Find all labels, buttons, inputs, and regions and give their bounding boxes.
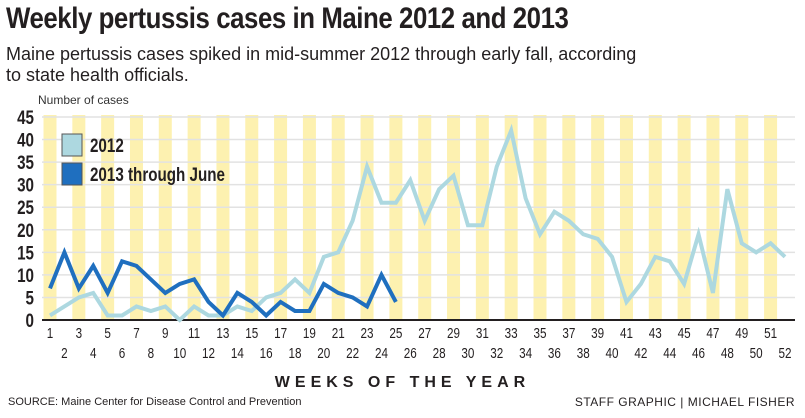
x-tick-label: 34 (519, 345, 532, 362)
x-tick-label: 20 (317, 345, 330, 362)
week-stripe (619, 115, 633, 320)
x-tick-label: 2 (61, 345, 68, 362)
x-tick-label: 23 (361, 325, 374, 342)
x-tick-label: 43 (649, 325, 662, 342)
x-tick-label: 10 (173, 345, 186, 362)
chart-title: Weekly pertussis cases in Maine 2012 and… (6, 2, 569, 35)
legend-swatch (61, 162, 83, 186)
x-tick-label: 8 (148, 345, 155, 362)
x-tick-label: 40 (606, 345, 619, 362)
x-tick-label: 39 (591, 325, 604, 342)
week-stripe (187, 115, 201, 320)
x-tick-label: 47 (706, 325, 719, 342)
x-tick-label: 51 (764, 325, 777, 342)
y-tick-label: 5 (26, 287, 35, 309)
legend-label: 2012 (90, 134, 124, 156)
y-tick-label: 30 (17, 174, 34, 196)
x-tick-label: 45 (678, 325, 691, 342)
x-tick-label: 46 (692, 345, 705, 362)
x-tick-label: 7 (133, 325, 140, 342)
x-tick-label: 22 (346, 345, 359, 362)
y-tick-label: 10 (17, 264, 34, 286)
x-tick-label: 4 (90, 345, 97, 362)
x-tick-label: 6 (119, 345, 126, 362)
credit-note: STAFF GRAPHIC | MICHAEL FISHER (574, 395, 795, 409)
x-tick-label: 28 (433, 345, 446, 362)
week-stripe (245, 115, 259, 320)
x-tick-label: 31 (476, 325, 489, 342)
week-stripe (129, 115, 143, 320)
week-stripe (677, 115, 691, 320)
y-tick-label: 40 (17, 129, 34, 151)
week-stripe (447, 115, 461, 320)
chart-subtitle: Maine pertussis cases spiked in mid-summ… (6, 44, 637, 85)
x-tick-label: 19 (303, 325, 316, 342)
legend-swatch (61, 133, 83, 157)
week-stripe (389, 115, 403, 320)
x-tick-label: 41 (620, 325, 633, 342)
x-tick-label: 13 (216, 325, 229, 342)
week-stripe (331, 115, 345, 320)
week-stripe (43, 115, 57, 320)
x-tick-label: 25 (389, 325, 402, 342)
x-tick-label: 18 (288, 345, 301, 362)
x-tick-label: 50 (750, 345, 763, 362)
week-stripe (360, 115, 374, 320)
x-tick-label: 24 (375, 345, 388, 362)
x-tick-label: 44 (663, 345, 676, 362)
legend-label: 2013 through June (90, 163, 225, 185)
x-tick-label: 27 (418, 325, 431, 342)
x-tick-label: 1 (47, 325, 54, 342)
week-stripe (591, 115, 605, 320)
week-stripe (735, 115, 749, 320)
x-tick-label: 32 (490, 345, 503, 362)
y-tick-label: 20 (17, 219, 34, 241)
y-tick-label: 25 (17, 197, 34, 219)
x-tick-label: 48 (721, 345, 734, 362)
x-tick-label: 42 (634, 345, 647, 362)
week-stripe (504, 115, 518, 320)
x-tick-label: 17 (274, 325, 287, 342)
source-note: SOURCE: Maine Center for Disease Control… (8, 396, 302, 408)
week-stripe (158, 115, 172, 320)
y-tick-label: 0 (26, 309, 34, 331)
x-tick-label: 36 (548, 345, 561, 362)
x-tick-label: 3 (76, 325, 83, 342)
week-stripe (302, 115, 316, 320)
week-stripe (274, 115, 288, 320)
x-tick-label: 49 (735, 325, 748, 342)
x-tick-label: 52 (778, 345, 791, 362)
x-tick-label: 12 (202, 345, 215, 362)
x-tick-label: 14 (231, 345, 244, 362)
week-stripe (533, 115, 547, 320)
x-tick-label: 21 (332, 325, 345, 342)
x-tick-label: 37 (562, 325, 575, 342)
week-stripe (216, 115, 230, 320)
x-tick-label: 11 (188, 325, 200, 342)
x-tick-label: 38 (577, 345, 590, 362)
week-stripe (101, 115, 115, 320)
x-tick-label: 26 (404, 345, 417, 362)
week-stripe (764, 115, 778, 320)
y-tick-label: 45 (17, 106, 34, 128)
x-tick-label: 30 (461, 345, 474, 362)
x-tick-label: 15 (245, 325, 258, 342)
y-tick-label: 35 (17, 151, 34, 173)
week-stripe (648, 115, 662, 320)
x-tick-label: 35 (533, 325, 546, 342)
x-tick-label: 33 (505, 325, 518, 342)
x-axis-label: WEEKS OF THE YEAR (274, 374, 531, 391)
series-line-2012 (48, 123, 787, 323)
y-tick-label: 15 (17, 242, 34, 264)
x-tick-label: 16 (260, 345, 273, 362)
week-stripe (562, 115, 576, 320)
x-tick-label: 29 (447, 325, 460, 342)
y-axis-label: Number of cases (38, 93, 129, 107)
x-tick-label: 5 (104, 325, 111, 342)
x-tick-label: 9 (162, 325, 169, 342)
